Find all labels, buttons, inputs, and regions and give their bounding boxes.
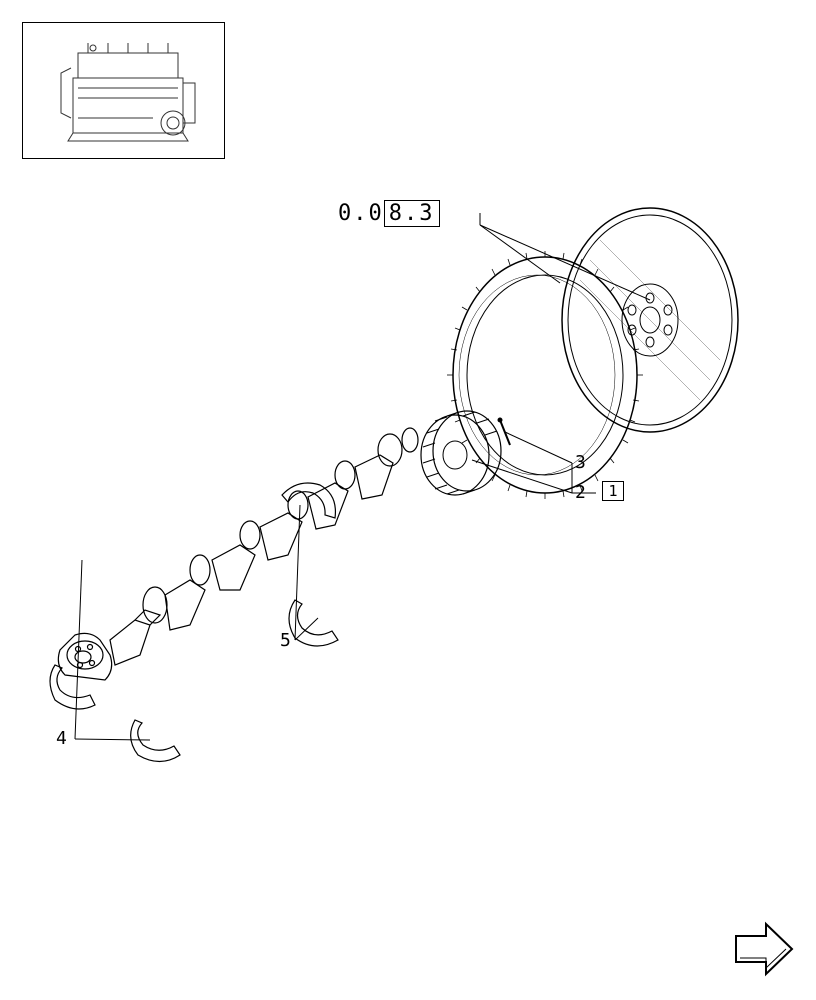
note-box-1: 1 <box>602 481 624 501</box>
section-reference: 0.08.3 <box>338 200 440 227</box>
callout-5: 5 <box>280 630 291 651</box>
arrow-icon <box>726 918 798 980</box>
section-boxed: 8.3 <box>384 200 440 227</box>
next-page-arrow[interactable] <box>726 918 798 980</box>
callout-4: 4 <box>56 728 67 749</box>
callout-3: 3 <box>575 452 586 473</box>
engine-thumbnail-svg <box>23 23 226 160</box>
section-prefix: 0.0 <box>338 201 384 226</box>
engine-thumbnail <box>22 22 225 159</box>
callout-2: 2 <box>575 482 586 503</box>
